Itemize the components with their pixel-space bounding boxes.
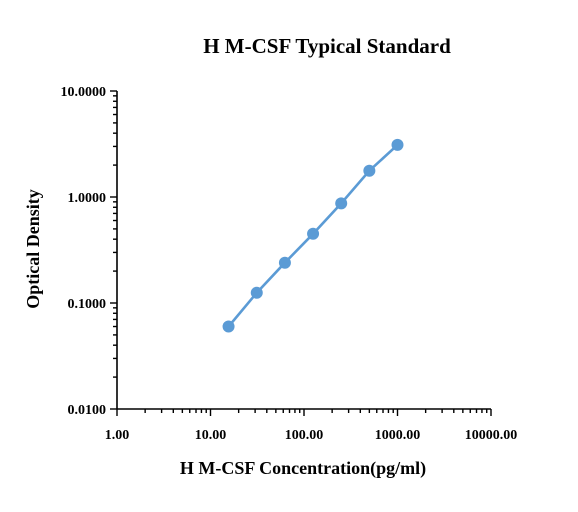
x-axis-ticks: 1.00 10.00 100.00 1000.00 10000.00 [105,409,518,443]
y-axis-ticks: 0.0100 0.1000 1.0000 10.0000 [61,85,117,418]
x-tick-label: 1000.00 [375,428,421,443]
data-point [278,256,291,269]
data-point [222,320,235,333]
x-tick-label: 10.00 [195,428,227,443]
chart-title: H M-CSF Typical Standard [203,34,451,58]
x-tick-label: 100.00 [285,428,324,443]
data-point [363,164,376,177]
x-tick-label: 1.00 [105,428,130,443]
y-tick-label: 0.1000 [68,297,107,312]
data-point [250,286,263,299]
plot-series [222,138,404,333]
x-axis-label: H M-CSF Concentration(pg/ml) [180,458,426,479]
axes [116,91,491,410]
data-point [391,138,404,151]
data-point [335,197,348,210]
x-tick-label: 10000.00 [465,428,518,443]
y-tick-label: 0.0100 [68,403,107,418]
y-tick-label: 10.0000 [61,85,107,100]
data-point [307,227,320,240]
y-tick-label: 1.0000 [68,191,107,206]
y-axis-label: Optical Density [23,189,43,309]
